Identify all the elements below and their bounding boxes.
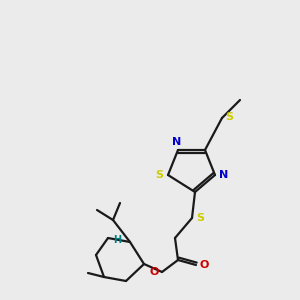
Text: N: N bbox=[172, 137, 182, 147]
Text: S: S bbox=[155, 170, 163, 180]
Text: N: N bbox=[219, 170, 229, 180]
Text: S: S bbox=[196, 213, 204, 223]
Text: O: O bbox=[199, 260, 209, 270]
Text: S: S bbox=[225, 112, 233, 122]
Text: H: H bbox=[113, 235, 121, 245]
Text: O: O bbox=[149, 267, 159, 277]
